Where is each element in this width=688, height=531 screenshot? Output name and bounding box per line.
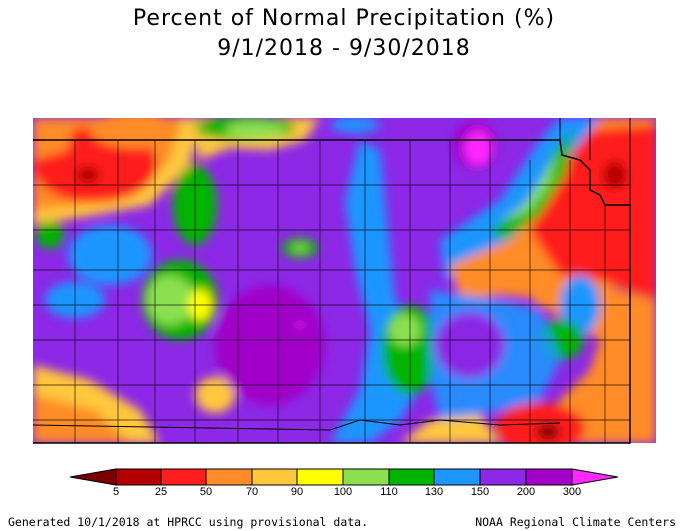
legend-swatch-200-300: [525, 468, 573, 486]
legend-tick: 50: [199, 486, 213, 498]
legend-tick: 110: [380, 486, 398, 498]
legend-tick: 130: [424, 486, 444, 498]
legend-tick: 5: [112, 486, 120, 498]
date-range-subtitle: 9/1/2018 - 9/30/2018: [217, 36, 471, 61]
legend-tick: 100: [333, 486, 353, 498]
legend-tick: 70: [245, 486, 259, 498]
legend-swatch-150-200: [479, 468, 527, 486]
neighbor-state-lines: [32, 118, 631, 431]
precip-field: [33, 118, 656, 443]
legend-swatch-50-70: [205, 468, 253, 486]
legend-swatch-gt300: [571, 468, 619, 486]
legend-tick: 300: [562, 486, 582, 498]
legend-tick: 150: [470, 486, 490, 498]
legend-tick: 25: [154, 486, 168, 498]
legend-swatch-100-110: [342, 468, 390, 486]
legend: [69, 468, 619, 486]
legend-swatch-lt5: [69, 468, 117, 486]
map-title: Percent of Normal Precipitation (%): [132, 6, 556, 31]
map-frame: [32, 118, 656, 444]
legend-swatch-130-150: [433, 468, 481, 486]
county-boundaries: [33, 140, 630, 443]
legend-tick: 90: [290, 486, 304, 498]
legend-swatch-110-130: [388, 468, 435, 486]
legend-swatch-70-90: [251, 468, 298, 486]
legend-tick: 200: [516, 486, 536, 498]
generation-note: Generated 10/1/2018 at HPRCC using provi…: [8, 515, 369, 529]
source-credit: NOAA Regional Climate Centers: [475, 515, 676, 529]
legend-swatch-5-25: [115, 468, 162, 486]
state-boundary: [33, 139, 631, 444]
legend-swatch-90-100: [296, 468, 344, 486]
legend-swatch-25-50: [160, 468, 207, 486]
